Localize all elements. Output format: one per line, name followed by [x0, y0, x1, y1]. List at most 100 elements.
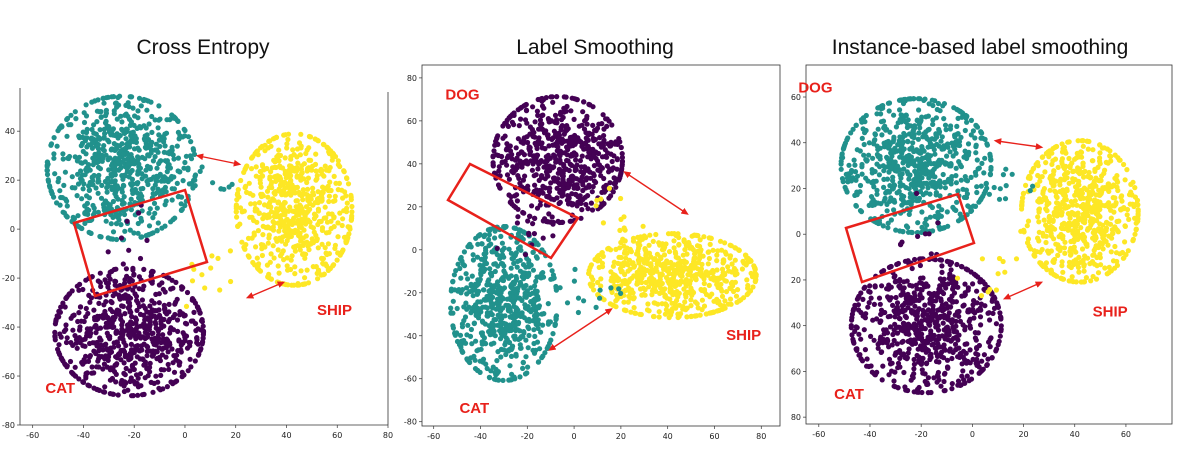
point: [752, 278, 759, 284]
point: [657, 277, 663, 283]
point: [732, 257, 738, 263]
point: [79, 196, 85, 202]
point: [527, 213, 533, 219]
point: [174, 317, 181, 323]
point: [705, 261, 711, 267]
point: [86, 207, 92, 213]
point: [288, 168, 294, 174]
point: [148, 143, 154, 149]
point: [324, 219, 331, 225]
point: [637, 275, 643, 281]
point: [590, 184, 596, 190]
point: [122, 352, 129, 358]
point: [129, 278, 135, 284]
point: [900, 115, 906, 121]
point: [133, 315, 139, 321]
point: [497, 314, 503, 321]
point: [587, 175, 594, 181]
point: [451, 272, 457, 278]
point: [575, 295, 582, 301]
point: [131, 272, 137, 278]
point: [843, 171, 849, 177]
point: [101, 100, 107, 106]
y-tick-label: -20: [404, 289, 417, 298]
point: [289, 182, 295, 188]
point: [325, 267, 331, 273]
point: [748, 270, 754, 276]
point: [147, 369, 153, 375]
point: [118, 235, 125, 241]
point: [531, 231, 538, 237]
point: [165, 164, 171, 170]
point: [629, 261, 636, 267]
point: [120, 261, 126, 267]
point: [489, 302, 495, 309]
point: [613, 184, 619, 190]
point: [331, 215, 337, 221]
point: [112, 100, 119, 106]
point: [153, 373, 159, 379]
point: [874, 187, 880, 193]
point: [266, 235, 272, 241]
point: [310, 225, 316, 231]
point: [568, 108, 574, 114]
point: [119, 127, 126, 133]
point: [247, 214, 253, 220]
point: [156, 117, 162, 123]
point: [958, 134, 964, 140]
point: [98, 342, 104, 348]
point: [984, 142, 991, 148]
point: [110, 167, 116, 173]
point: [118, 165, 124, 171]
point: [155, 220, 161, 226]
point: [646, 242, 652, 248]
point: [854, 173, 861, 179]
point: [615, 260, 621, 266]
point: [160, 332, 166, 338]
point: [114, 236, 120, 243]
point: [593, 304, 599, 310]
point: [107, 202, 113, 208]
point: [147, 348, 153, 354]
point: [745, 290, 751, 296]
point: [894, 163, 901, 169]
point: [531, 173, 537, 179]
point: [253, 244, 259, 250]
point: [58, 304, 64, 310]
point: [471, 320, 477, 326]
cluster-dog: [838, 96, 994, 236]
point: [941, 179, 948, 186]
point: [515, 136, 522, 142]
point: [535, 321, 542, 327]
point: [170, 152, 176, 158]
point: [562, 167, 568, 173]
point: [550, 221, 556, 227]
point: [310, 189, 316, 196]
point: [632, 310, 638, 316]
point: [455, 261, 461, 267]
point: [130, 181, 136, 187]
point: [546, 193, 552, 199]
point: [876, 172, 883, 178]
point: [1115, 179, 1121, 185]
point: [335, 187, 341, 193]
point: [243, 165, 249, 171]
point: [570, 201, 576, 207]
point: [518, 247, 524, 253]
point: [44, 159, 51, 165]
point: [62, 169, 68, 175]
point: [51, 155, 57, 161]
point: [592, 136, 599, 143]
point: [66, 122, 72, 128]
point: [529, 306, 535, 312]
point: [514, 320, 520, 326]
point: [534, 288, 540, 294]
point: [651, 313, 657, 320]
point: [138, 125, 144, 131]
point: [973, 123, 980, 129]
point: [154, 228, 160, 234]
point: [618, 254, 624, 261]
point: [502, 330, 508, 336]
point: [310, 240, 316, 246]
point: [547, 262, 553, 268]
